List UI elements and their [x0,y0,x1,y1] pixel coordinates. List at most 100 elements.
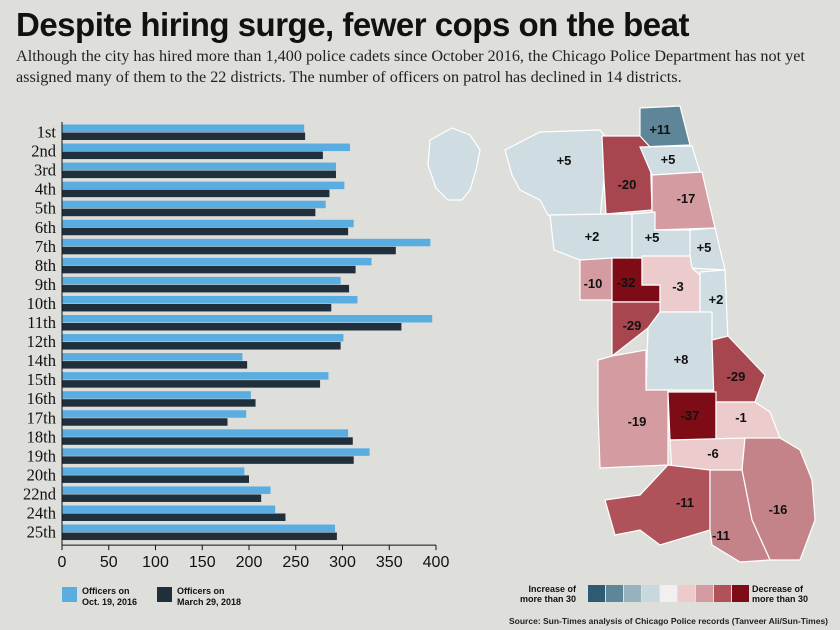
bar-2016 [62,200,326,209]
scale-swatch [660,585,677,602]
district-8-shape [597,349,669,469]
bar-2016 [62,276,341,285]
district-5-shape [709,469,771,563]
bar-2018 [62,151,323,160]
bar-2018 [62,494,262,502]
bar-2016 [62,219,354,228]
category-label: 4th [35,180,57,199]
district-3-shape [715,401,781,443]
category-label: 9th [35,275,57,294]
bar-2016 [62,295,358,304]
scale-swatch [696,585,713,602]
district-change-label: -10 [584,276,603,291]
bar-2016 [62,143,350,152]
legend-swatch-2018 [157,587,172,602]
scale-swatch [678,585,695,602]
bar-2018 [62,361,248,369]
district-16-shape [504,129,609,223]
bar-2018 [62,418,228,426]
bar-2018 [62,265,356,274]
category-label: 11th [27,313,56,332]
x-tick-label: 300 [329,554,356,571]
district-change-label: -19 [628,414,647,429]
x-tick-label: 350 [376,554,403,571]
district-change-label: +2 [585,229,600,244]
category-label: 1st [37,123,57,142]
category-label: 7th [35,237,57,256]
scale-swatch [642,585,659,602]
category-label: 18th [27,427,57,446]
district-change-label: -6 [707,446,719,461]
category-label: 17th [27,408,57,427]
bar-2016 [62,429,349,437]
legend-label-2018: Officers on March 29, 2018 [177,586,242,607]
category-label: 25th [27,523,57,542]
district-change-label: -29 [623,318,642,333]
bar-2016 [62,238,431,247]
bar-2018 [62,437,353,445]
bar-2016 [62,486,271,494]
scale-right-label: Decrease of more than 30 [752,584,809,604]
category-label: 6th [35,218,57,237]
category-label: 2nd [31,142,57,161]
bar-2018 [62,532,337,541]
scale-swatch [624,585,641,602]
bar-2016 [62,372,329,380]
district-19-shape [651,171,716,231]
district-24-shape [639,105,691,148]
x-tick-label: 0 [58,554,67,571]
district-change-label: -37 [681,408,700,423]
ohare-area [427,127,481,201]
scale-swatch [714,585,731,602]
district-change-label: -20 [618,177,637,192]
category-label: 16th [27,389,57,408]
bar-2018 [62,189,330,198]
district-change-label: +5 [645,230,660,245]
district-change-label: -11 [712,528,730,543]
district-9-shape [645,311,717,391]
bar-2018 [62,342,341,350]
bar-2016 [62,524,336,533]
bar-chart: 1st2nd3rd4th5th6th7th8th9th10th11th12th1… [23,122,449,571]
legend-swatch-2016 [62,587,77,602]
source-note: Source: Sun-Times analysis of Chicago Po… [509,616,828,626]
bar-2018 [62,513,286,521]
bar-2016 [62,257,372,266]
district-change-label: -3 [672,279,684,294]
bar-2016 [62,467,245,475]
category-label: 8th [35,256,57,275]
bar-2018 [62,246,396,255]
scale-swatch [606,585,623,602]
bar-2016 [62,353,243,361]
district-change-label: -16 [769,502,788,517]
bar-2018 [62,323,402,331]
district-22-shape [604,464,711,546]
bar-2016 [62,315,433,323]
district-change-label: -29 [727,369,746,384]
bar-2018 [62,303,332,312]
district-change-label: +2 [709,292,724,307]
x-tick-label: 50 [100,554,118,571]
district-change-label: +8 [674,352,689,367]
bar-2018 [62,170,336,179]
district-change-label: +5 [697,240,712,255]
x-tick-label: 150 [189,554,216,571]
district-change-label: -17 [677,191,696,206]
bar-2016 [62,181,345,190]
category-label: 22nd [23,484,57,503]
bar-2018 [62,399,256,407]
x-tick-label: 250 [282,554,309,571]
category-label: 20th [27,465,57,484]
category-label: 10th [27,294,57,313]
x-tick-label: 100 [142,554,169,571]
category-label: 5th [35,199,57,218]
category-label: 24th [27,504,57,523]
category-label: 3rd [34,161,57,180]
chart-subtitle: Although the city has hired more than 1,… [16,47,805,86]
district-change-label: +11 [649,122,670,137]
legend-label-2016: Officers on Oct. 19, 2016 [82,586,138,607]
bar-2016 [62,124,305,132]
category-label: 15th [27,370,57,389]
bar-2018 [62,227,349,236]
